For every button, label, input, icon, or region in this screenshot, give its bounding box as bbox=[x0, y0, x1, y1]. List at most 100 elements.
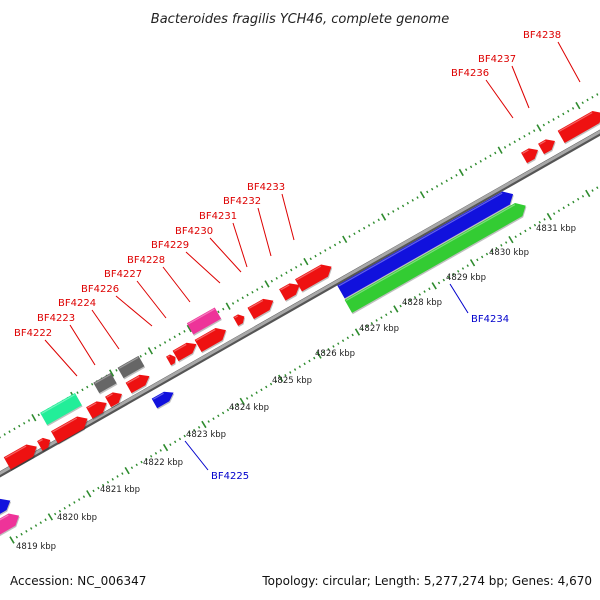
forward-track-minor-tick bbox=[503, 146, 507, 149]
gene-feature-red[interactable] bbox=[125, 371, 154, 395]
forward-track-minor-tick bbox=[416, 196, 419, 199]
forward-track-major-tick bbox=[264, 280, 270, 288]
reverse-track-minor-tick bbox=[428, 287, 431, 291]
forward-track-minor-tick bbox=[309, 257, 312, 261]
gene-label-bf4236[interactable]: BF4236 bbox=[451, 68, 489, 79]
reverse-track-minor-tick bbox=[274, 379, 278, 383]
gene-feature-gray[interactable] bbox=[93, 372, 118, 395]
forward-track-minor-tick bbox=[319, 251, 322, 255]
gene-feature-magenta[interactable] bbox=[186, 307, 222, 336]
forward-track-minor-tick bbox=[445, 179, 448, 183]
gene-feature-gray[interactable] bbox=[117, 355, 146, 380]
forward-track-minor-tick bbox=[484, 157, 487, 160]
reverse-track-minor-tick bbox=[485, 252, 489, 256]
gene-feature-red[interactable] bbox=[51, 413, 92, 445]
gene-feature-body bbox=[40, 393, 82, 425]
gene-feature-blue[interactable] bbox=[0, 495, 14, 521]
gene-label-bf4222[interactable]: BF4222 bbox=[14, 328, 52, 339]
gene-label-bf4225[interactable]: BF4225 bbox=[211, 471, 249, 482]
forward-track-minor-tick bbox=[464, 168, 468, 171]
gene-feature-red[interactable] bbox=[279, 279, 304, 302]
gene-feature-highlight bbox=[296, 265, 322, 281]
reverse-track-minor-tick bbox=[178, 437, 182, 441]
leader-line-bf4225 bbox=[184, 440, 209, 471]
leader-line-bf4238 bbox=[557, 41, 581, 83]
reverse-track-minor-tick bbox=[552, 212, 556, 215]
leader-line-bf4227 bbox=[136, 280, 167, 319]
forward-track-minor-tick bbox=[401, 204, 405, 208]
gene-feature-red[interactable] bbox=[247, 295, 277, 321]
gene-feature-teal[interactable] bbox=[40, 393, 83, 427]
gene-label-bf4232[interactable]: BF4232 bbox=[223, 196, 261, 207]
reverse-track-minor-tick bbox=[188, 431, 191, 435]
gene-label-bf4233[interactable]: BF4233 bbox=[247, 182, 285, 193]
gene-label-bf4237[interactable]: BF4237 bbox=[478, 54, 516, 65]
gene-feature-red[interactable] bbox=[3, 441, 41, 471]
forward-track-minor-tick bbox=[392, 210, 395, 213]
reverse-track-major-tick bbox=[124, 466, 130, 475]
gene-feature-red[interactable] bbox=[233, 312, 247, 328]
gene-label-bf4228[interactable]: BF4228 bbox=[127, 255, 165, 266]
forward-track-minor-tick bbox=[246, 293, 249, 297]
reverse-track-minor-tick bbox=[337, 342, 340, 345]
leader-line-bf4224 bbox=[91, 309, 120, 350]
forward-track-minor-tick bbox=[552, 118, 555, 121]
forward-track-minor-tick bbox=[435, 185, 439, 188]
reverse-track-minor-tick bbox=[193, 428, 196, 432]
forward-track-minor-tick bbox=[469, 165, 473, 169]
scale-label: 4825 kbp bbox=[272, 376, 312, 386]
gene-feature-red[interactable] bbox=[86, 397, 111, 420]
forward-track-minor-tick bbox=[154, 346, 157, 350]
gene-label-bf4227[interactable]: BF4227 bbox=[104, 269, 142, 280]
gene-feature-red[interactable] bbox=[37, 435, 54, 453]
gene-feature-body bbox=[166, 354, 176, 366]
gene-label-bf4229[interactable]: BF4229 bbox=[151, 240, 189, 251]
gene-feature-red[interactable] bbox=[105, 389, 126, 409]
gene-feature-blue[interactable] bbox=[151, 388, 177, 410]
gene-feature-red[interactable] bbox=[172, 339, 201, 363]
gene-feature-red[interactable] bbox=[166, 353, 179, 367]
gene-label-bf4230[interactable]: BF4230 bbox=[175, 226, 213, 237]
reverse-track-major-tick bbox=[316, 351, 322, 359]
gene-label-bf4234[interactable]: BF4234 bbox=[471, 314, 509, 325]
forward-track-minor-tick bbox=[22, 421, 26, 425]
gene-feature-red[interactable] bbox=[194, 324, 230, 354]
forward-track-major-tick bbox=[147, 347, 153, 355]
gene-label-bf4231[interactable]: BF4231 bbox=[199, 211, 237, 222]
gene-feature-red[interactable] bbox=[557, 107, 600, 145]
reverse-track-major-tick bbox=[431, 282, 437, 290]
gene-feature-red[interactable] bbox=[538, 136, 559, 156]
gene-feature-highlight bbox=[539, 140, 546, 145]
reverse-track-minor-tick bbox=[519, 232, 522, 236]
gene-label-bf4224[interactable]: BF4224 bbox=[58, 298, 96, 309]
gene-feature-blue[interactable] bbox=[337, 188, 517, 300]
gene-feature-red[interactable] bbox=[295, 261, 336, 293]
gene-feature-green[interactable] bbox=[344, 199, 531, 315]
forward-track-minor-tick bbox=[581, 101, 584, 105]
gene-feature-magenta[interactable] bbox=[0, 510, 23, 538]
reverse-track-major-tick bbox=[354, 328, 361, 336]
gene-feature-body bbox=[233, 314, 245, 326]
reverse-track-minor-tick bbox=[413, 296, 417, 299]
gene-feature-red[interactable] bbox=[521, 145, 542, 165]
forward-track-minor-tick bbox=[251, 290, 254, 294]
reverse-track-minor-tick bbox=[452, 272, 455, 276]
leader-line-bf4222 bbox=[44, 339, 78, 377]
reverse-track-minor-tick bbox=[260, 388, 263, 392]
reverse-track-minor-tick bbox=[73, 501, 76, 504]
gene-feature-body bbox=[151, 391, 174, 409]
forward-track-major-tick bbox=[109, 369, 115, 377]
reverse-track-minor-tick bbox=[44, 518, 47, 522]
forward-track-major-tick bbox=[303, 257, 309, 266]
reverse-track-minor-tick bbox=[212, 417, 215, 420]
gene-label-bf4223[interactable]: BF4223 bbox=[37, 313, 75, 324]
gene-label-bf4226[interactable]: BF4226 bbox=[81, 284, 119, 295]
reverse-track-minor-tick bbox=[298, 365, 301, 368]
gene-label-bf4238[interactable]: BF4238 bbox=[523, 30, 561, 41]
forward-track-major-tick bbox=[419, 191, 425, 199]
leader-line-bf4230 bbox=[209, 237, 242, 273]
forward-track-minor-tick bbox=[494, 151, 497, 155]
gene-feature-body bbox=[337, 191, 514, 299]
gene-feature-body bbox=[0, 498, 11, 520]
gene-feature-highlight bbox=[118, 356, 139, 369]
